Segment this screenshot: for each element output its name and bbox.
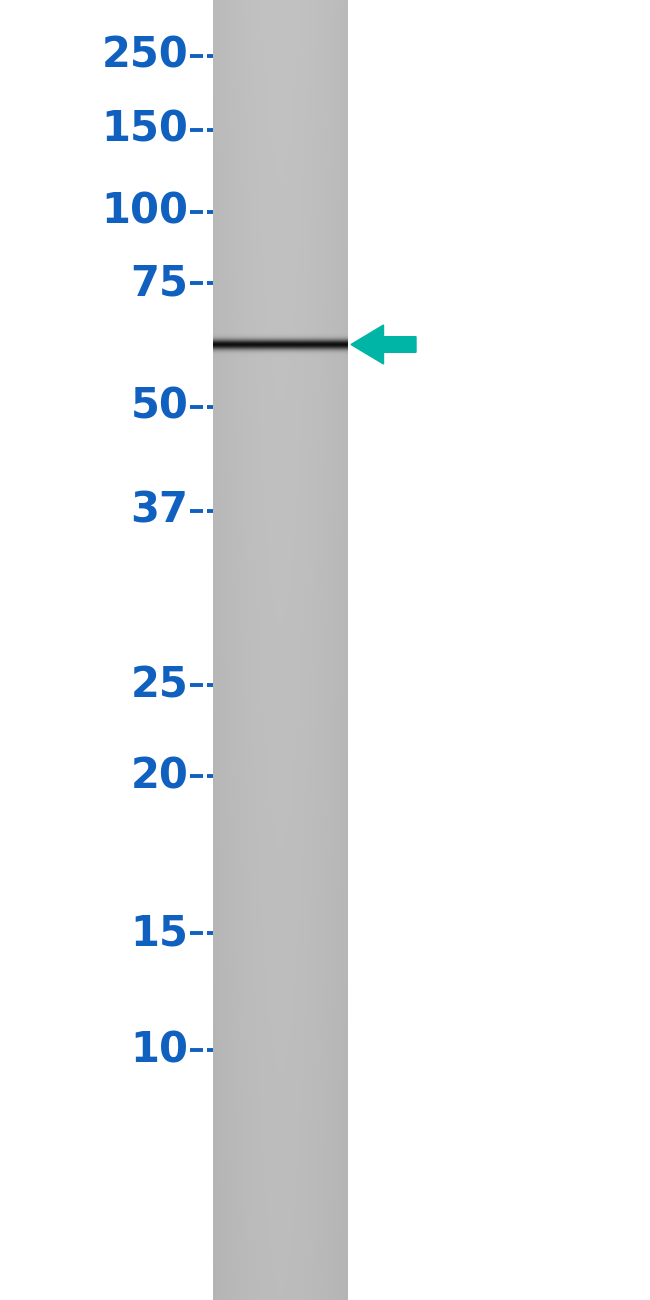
Text: 50: 50 (131, 386, 188, 428)
Text: 150: 150 (101, 109, 188, 151)
Text: 10: 10 (131, 1030, 188, 1071)
Text: 15: 15 (131, 913, 188, 954)
Text: 25: 25 (131, 664, 188, 706)
Text: 250: 250 (102, 35, 188, 77)
Text: 37: 37 (131, 490, 188, 532)
Text: 100: 100 (101, 191, 188, 233)
Text: 75: 75 (131, 263, 188, 304)
FancyArrow shape (351, 325, 416, 364)
Text: 20: 20 (131, 755, 188, 797)
